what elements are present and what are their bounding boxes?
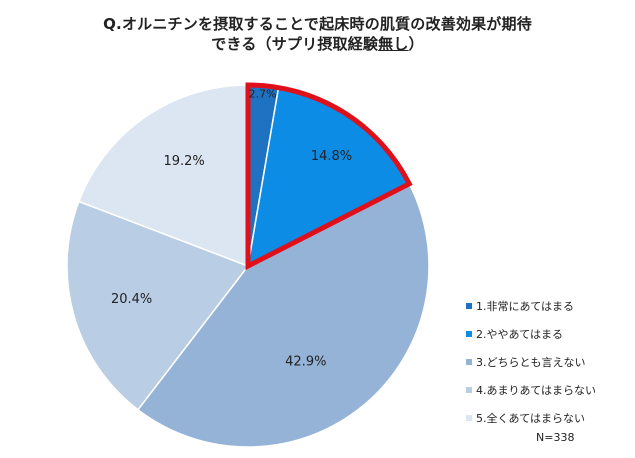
title-line-2-pre: できる（サプリ摂取経験 <box>211 35 379 53</box>
data-label-3: 42.9% <box>285 355 326 370</box>
legend-item-5: 5.全くあてはまらない <box>466 404 631 432</box>
legend-item-1: 1.非常にあてはまる <box>466 292 631 320</box>
legend-item-3: 3.どちらとも言えない <box>466 348 631 376</box>
legend-label-4: 4.あまりあてはまらない <box>476 384 597 397</box>
legend-swatch-1 <box>466 303 472 309</box>
legend-label-3: 3.どちらとも言えない <box>476 356 586 369</box>
legend: 1.非常にあてはまる 2.ややあてはまる 3.どちらとも言えない 4.あまりあてはまら… <box>466 292 631 432</box>
data-label-5: 19.2% <box>163 154 204 169</box>
title-line-2: できる（サプリ摂取経験無し） <box>0 34 635 54</box>
title-line-1: Q.オルニチンを摂取することで起床時の肌質の改善効果が期待 <box>103 15 532 33</box>
legend-item-2: 2.ややあてはまる <box>466 320 631 348</box>
legend-label-5: 5.全くあてはまらない <box>476 412 586 425</box>
chart-title: Q.オルニチンを摂取することで起床時の肌質の改善効果が期待 できる（サプリ摂取経… <box>0 14 635 54</box>
legend-label-1: 1.非常にあてはまる <box>476 300 575 313</box>
legend-item-4: 4.あまりあてはまらない <box>466 376 631 404</box>
title-line-2-post: ） <box>408 35 424 53</box>
data-label-2: 14.8% <box>311 149 352 164</box>
sample-size-note: N=338 <box>536 431 575 444</box>
data-label-4: 20.4% <box>111 292 152 307</box>
pie-slice-4 <box>66 200 250 411</box>
legend-swatch-3 <box>466 359 472 365</box>
legend-swatch-5 <box>466 415 472 421</box>
pie-slice-5 <box>77 84 249 268</box>
title-line-2-underlined: 無し <box>378 35 409 53</box>
legend-swatch-2 <box>466 331 472 337</box>
pie-slice-3 <box>136 182 430 448</box>
legend-label-2: 2.ややあてはまる <box>476 328 564 341</box>
highlight-outline <box>245 82 413 271</box>
legend-swatch-4 <box>466 387 472 393</box>
data-label-1: 2.7% <box>249 88 277 101</box>
